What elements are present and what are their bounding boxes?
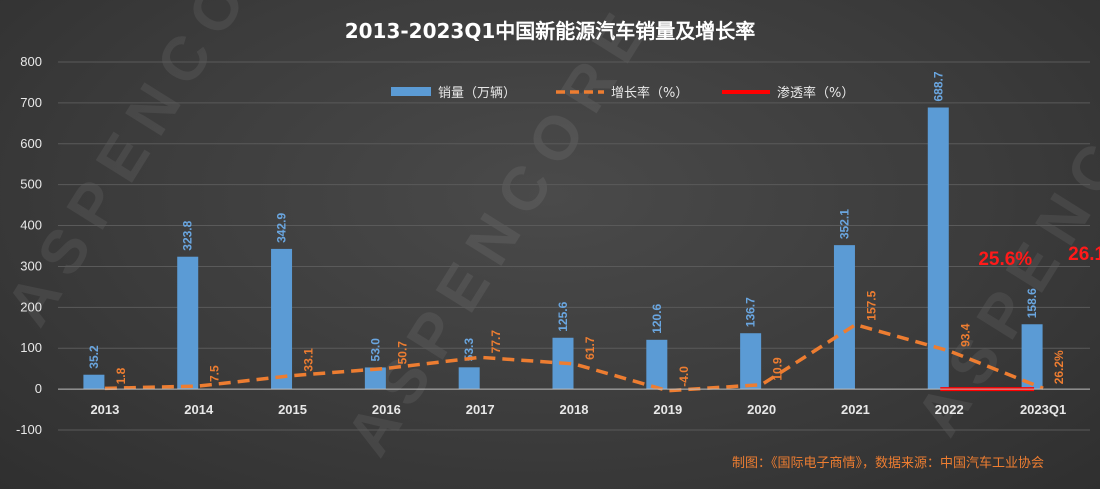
y-tick-label: 700: [20, 95, 42, 110]
bar-data-label: 342.9: [275, 213, 289, 243]
legend-item-penetration: 渗透率（%）: [722, 85, 854, 101]
x-axis: 2013 2014 2015 2016 2017 2018 2019 2020 2021 2022…: [58, 388, 1090, 417]
bar: [177, 256, 199, 390]
x-tick-label: 2020: [747, 402, 776, 417]
bar: [458, 367, 480, 390]
y-axis: -100 0 100 200 300 400 500 600 700 800: [16, 54, 42, 437]
y-tick-label: 300: [20, 258, 42, 273]
x-tick-label: 2015: [278, 402, 307, 417]
bar: [833, 245, 855, 390]
bar-data-label: 53.3: [462, 338, 476, 362]
y-tick-label: 500: [20, 177, 42, 192]
growth-data-label: 61.7: [583, 336, 597, 360]
bar: [740, 333, 762, 390]
x-tick-label: 2013: [90, 402, 119, 417]
y-tick-label: 200: [20, 299, 42, 314]
bar: [646, 339, 668, 390]
legend-label: 增长率（%）: [611, 85, 688, 101]
x-tick-label: 2019: [653, 402, 682, 417]
growth-data-label: 26.2%: [1052, 350, 1066, 384]
bar-series: 35.2 323.8 342.9 53.0 53.3 125.6 120.6 136.7 352…: [83, 71, 1043, 390]
growth-data-label: 50.7: [395, 341, 409, 365]
bar-data-label: 688.7: [931, 71, 945, 101]
bar-data-label: 136.7: [744, 297, 758, 327]
bar: [271, 248, 293, 390]
bar-data-label: 323.8: [181, 220, 195, 250]
growth-data-label: 33.1: [302, 348, 316, 372]
legend-item-growth: 增长率（%）: [556, 85, 688, 101]
y-tick-label: 0: [35, 381, 42, 396]
x-tick-label: 2023Q1: [1020, 402, 1066, 417]
source-note: 制图：《国际电子商情》，数据来源：中国汽车工业协会: [732, 455, 1044, 471]
gridlines: [58, 61, 1090, 431]
x-tick-label: 2018: [560, 402, 589, 417]
chart-title: 2013-2023Q1中国新能源汽车销量及增长率: [345, 19, 756, 43]
penetration-data-label: 25.6%: [978, 249, 1032, 270]
legend-swatch-bar: [391, 87, 431, 96]
growth-data-label: 7.5: [208, 365, 222, 382]
bar-data-label: 125.6: [556, 301, 570, 331]
bar-data-label: 158.6: [1025, 288, 1039, 318]
bar: [364, 367, 386, 390]
watermark-text-2: ASPENCORE: [333, 0, 666, 467]
bar-data-label: 120.6: [650, 303, 664, 333]
bar: [83, 374, 105, 390]
x-tick-label: 2021: [841, 402, 870, 417]
growth-line: [104, 322, 1044, 393]
bar: [927, 107, 949, 390]
y-tick-label: 800: [20, 54, 42, 69]
growth-data-label: 1.8: [114, 367, 128, 384]
growth-data-label: 77.7: [489, 330, 503, 354]
x-tick-label: 2017: [466, 402, 495, 417]
growth-data-label: 93.4: [958, 323, 972, 347]
growth-series: 1.8 7.5 33.1 50.7 77.7 61.7 -4.0 10.9 157.5 93.4 2…: [104, 290, 1066, 393]
x-tick-label: 2022: [935, 402, 964, 417]
x-tick-label: 2014: [184, 402, 214, 417]
legend-item-sales: 销量（万辆）: [391, 86, 516, 101]
y-tick-label: 600: [20, 136, 42, 151]
legend-label: 销量（万辆）: [438, 86, 516, 101]
bar-data-label: 53.0: [368, 338, 382, 362]
growth-data-label: 157.5: [864, 290, 878, 320]
y-tick-label: 100: [20, 340, 42, 355]
legend-label: 渗透率（%）: [777, 85, 854, 101]
bar-data-label: 35.2: [87, 345, 101, 369]
bar: [1021, 324, 1043, 390]
growth-data-label: 10.9: [771, 357, 785, 381]
y-tick-label: -100: [16, 422, 42, 437]
legend: 销量（万辆） 增长率（%） 渗透率（%）: [391, 85, 854, 101]
growth-data-label: -4.0: [677, 366, 691, 387]
bar-data-label: 352.1: [837, 209, 851, 239]
penetration-data-label: 26.1%: [1068, 244, 1100, 265]
x-tick-label: 2016: [372, 402, 401, 417]
y-tick-label: 400: [20, 218, 42, 233]
